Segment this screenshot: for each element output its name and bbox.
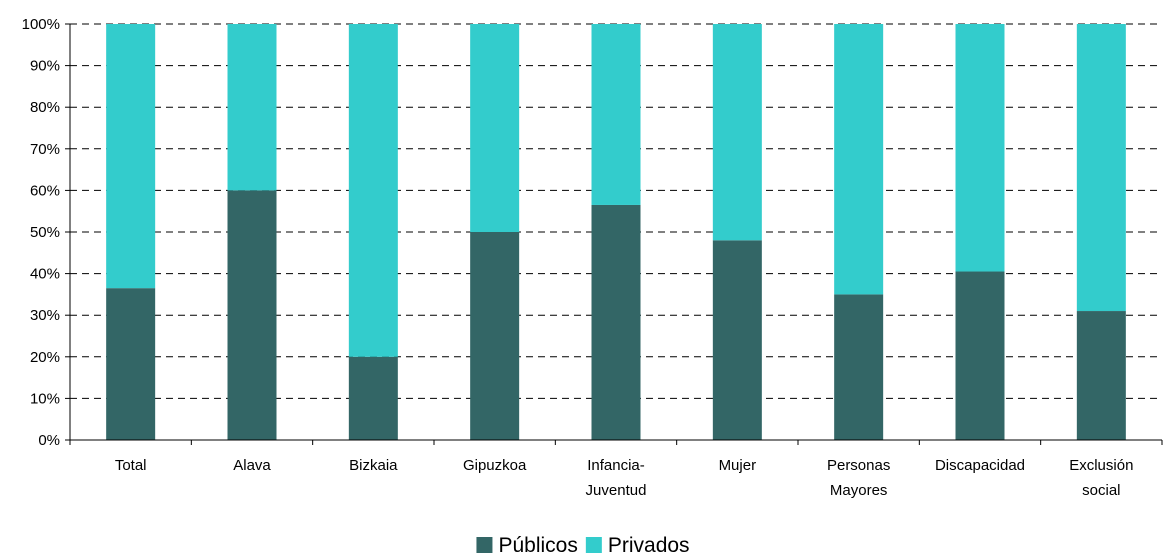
y-tick-label: 10% [30,390,60,407]
bar-privados [591,24,641,205]
bar-privados [834,24,884,295]
y-axis: 0% 10% 20% 30% 40% 50% 60% 70% 80% 90% 100% [22,16,71,449]
bar-privados [227,24,277,191]
x-axis: Total Alava Bizkaia Gipuzkoa Infancia-Juvent… [69,439,1163,499]
bar-privados [106,24,156,289]
bar-publicos [227,190,277,440]
y-tick-label: 100% [22,16,60,33]
bar-publicos [348,356,398,440]
bars [106,24,1126,440]
x-tick-label: Alava [233,457,271,474]
legend-label-privados: Privados [608,534,690,557]
y-tick-label: 90% [30,58,60,75]
x-tick-label: Infancia-Juventud [586,457,647,499]
x-tick-label: Exclusión social [1069,457,1133,499]
bar-privados [712,24,762,241]
bar-publicos [712,240,762,440]
x-tick-label: Gipuzkoa [463,457,527,474]
bar-publicos [106,288,156,440]
bar-publicos [834,294,884,440]
x-tick-label: Personas Mayores [827,457,890,499]
y-tick-label: 40% [30,266,60,283]
bar-publicos [1076,311,1126,440]
y-tick-label: 60% [30,182,60,199]
x-tick-label: Discapacidad [935,457,1025,474]
y-tick-label: 20% [30,349,60,366]
legend-label-publicos: Públicos [498,534,577,557]
y-tick-label: 30% [30,307,60,324]
bar-privados [1076,24,1126,312]
bar-privados [348,24,398,357]
x-tick-label: Total [115,457,147,474]
y-tick-label: 0% [38,432,60,449]
y-tick-label: 80% [30,99,60,116]
bar-privados [470,24,520,232]
y-tick-label: 50% [30,224,60,241]
y-tick-label: 70% [30,141,60,158]
legend-swatch-publicos [476,537,493,553]
bar-publicos [591,204,641,440]
x-tick-label: Mujer [719,457,757,474]
legend-swatch-privados [585,537,602,553]
bar-publicos [955,271,1005,440]
bar-publicos [470,232,520,440]
legend: Públicos Privados [476,534,690,557]
bar-privados [955,24,1005,272]
x-tick-label: Bizkaia [349,457,398,474]
